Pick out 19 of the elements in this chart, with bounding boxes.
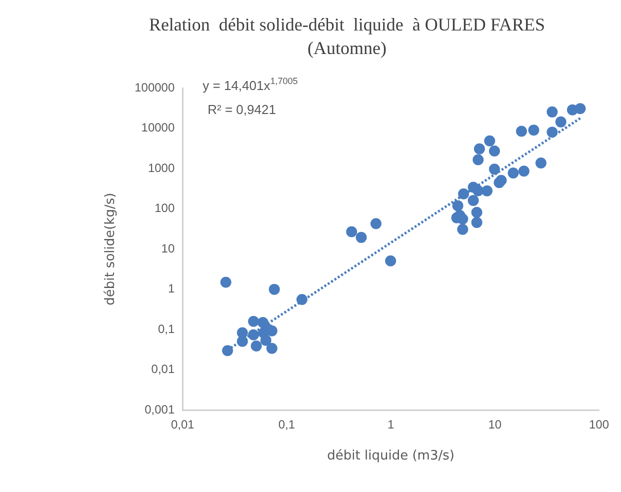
y-tick-label: 1: [168, 282, 175, 296]
y-tick-label: 1000: [148, 160, 175, 175]
annotation: R² = 0,9421: [208, 102, 276, 118]
x-tick-label: 100: [588, 418, 610, 432]
y-tick-label: 10000: [141, 120, 175, 135]
y-tick-label: 0,001: [144, 402, 175, 416]
x-tick-label: 10: [488, 418, 502, 432]
x-tick-label: 0,01: [170, 418, 195, 432]
y-tick-label: 0,1: [158, 322, 175, 336]
y-tick-label: 0,01: [151, 362, 175, 376]
y-tick-label: 100: [154, 201, 175, 216]
x-tick-label: 1: [387, 418, 394, 432]
x-axis-title: débit liquide (m3/s): [327, 448, 454, 464]
chart-subtitle: (Automne): [308, 38, 386, 58]
y-tick-label: 100000: [134, 80, 175, 95]
chart-title: Relation débit solide-débit liquide à OULED FARES: [148, 14, 546, 35]
y-axis-title: débit solide(kg/s): [103, 192, 118, 306]
x-tick-label: 0,1: [278, 418, 296, 432]
y-tick-label: 10: [161, 241, 175, 256]
